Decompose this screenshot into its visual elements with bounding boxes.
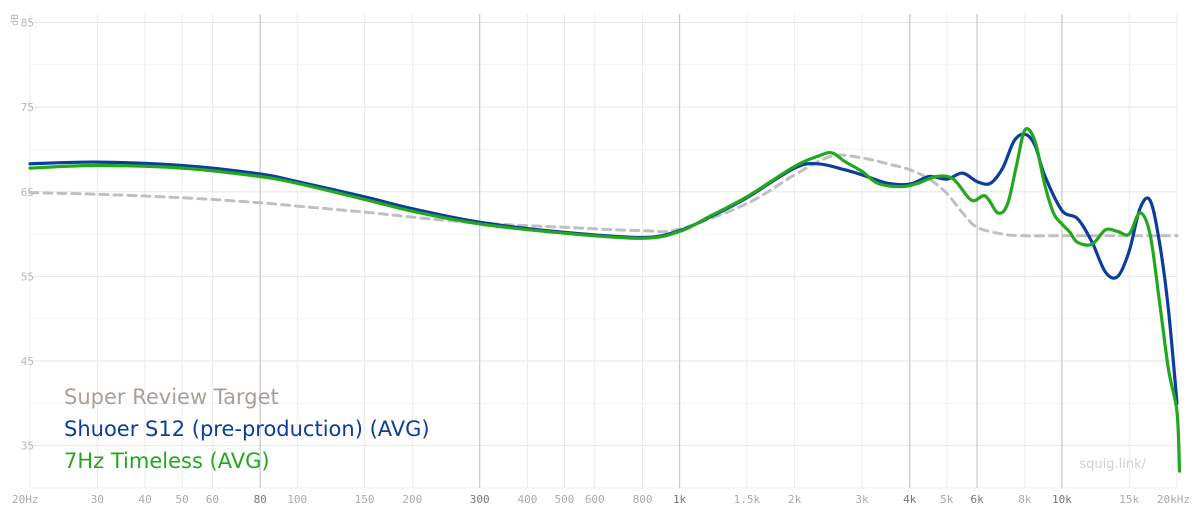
x-tick-label: 5k bbox=[940, 493, 954, 506]
x-tick-label: 50 bbox=[176, 493, 189, 506]
x-tick-label: 2k bbox=[788, 493, 802, 506]
x-tick-label: 4k bbox=[903, 493, 917, 506]
y-tick-label: 35 bbox=[21, 440, 34, 453]
x-tick-label: 40 bbox=[138, 493, 151, 506]
legend-7hz-timeless: 7Hz Timeless (AVG) bbox=[64, 449, 270, 473]
y-axis-unit-label: dB bbox=[10, 14, 21, 26]
watermark-text: squig.link/ bbox=[1079, 457, 1146, 472]
x-tick-label: 300 bbox=[470, 493, 490, 506]
legend: Super Review Target Shuoer S12 (pre-produ… bbox=[64, 385, 430, 473]
x-tick-label: 15k bbox=[1119, 493, 1139, 506]
x-tick-label: 800 bbox=[633, 493, 653, 506]
x-tick-label: 500 bbox=[555, 493, 575, 506]
y-tick-label: 75 bbox=[21, 101, 34, 114]
7hz-timeless-curve bbox=[28, 127, 1182, 473]
series-lines bbox=[28, 127, 1182, 473]
y-tick-label: 85 bbox=[21, 16, 34, 29]
x-tick-label: 400 bbox=[517, 493, 537, 506]
y-tick-label: 65 bbox=[21, 186, 34, 199]
x-tick-label: 10k bbox=[1052, 493, 1072, 506]
x-tick-label: 20kHz bbox=[1157, 493, 1190, 506]
x-tick-label: 60 bbox=[206, 493, 219, 506]
x-tick-label: 600 bbox=[585, 493, 605, 506]
x-tick-label: 6k bbox=[970, 493, 984, 506]
x-tick-label: 80 bbox=[254, 493, 267, 506]
x-tick-label: 3k bbox=[855, 493, 869, 506]
x-tick-label: 200 bbox=[402, 493, 422, 506]
x-tick-label: 150 bbox=[355, 493, 375, 506]
legend-shuoer-s12: Shuoer S12 (pre-production) (AVG) bbox=[64, 417, 430, 441]
shuoer-s12-curve bbox=[28, 132, 1179, 405]
legend-target: Super Review Target bbox=[64, 385, 279, 409]
x-tick-label: 20Hz bbox=[12, 493, 39, 506]
x-tick-label: 100 bbox=[287, 493, 307, 506]
x-tick-label: 1k bbox=[673, 493, 687, 506]
x-tick-label: 30 bbox=[91, 493, 104, 506]
x-tick-label: 8k bbox=[1018, 493, 1032, 506]
y-tick-label: 55 bbox=[21, 270, 34, 283]
y-tick-label: 45 bbox=[21, 355, 34, 368]
grid bbox=[29, 14, 1178, 489]
target-curve bbox=[28, 153, 1179, 238]
x-tick-label: 1.5k bbox=[734, 493, 761, 506]
axes: 85 75 65 55 45 35 20Hz 30 40 50 60 80 100 150 200 300 40… bbox=[12, 16, 1190, 506]
